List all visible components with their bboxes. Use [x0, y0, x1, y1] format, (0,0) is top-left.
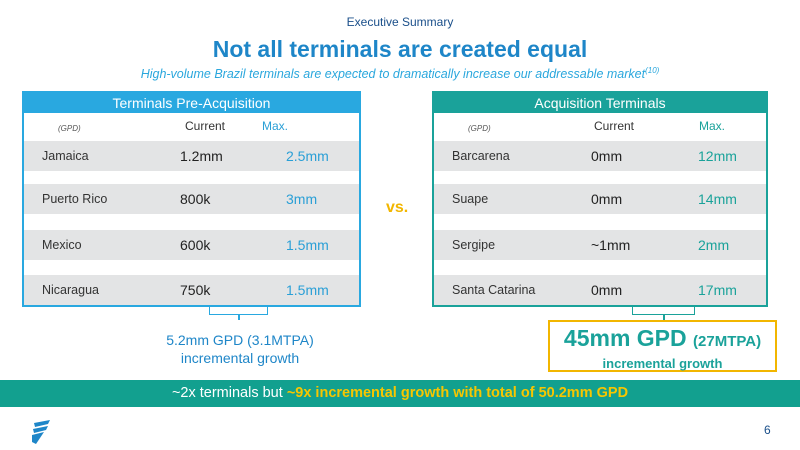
current-column-header: Current	[594, 119, 635, 133]
table-row: Nicaragua 750k 1.5mm	[24, 275, 359, 305]
current-capacity: 0mm	[591, 191, 623, 207]
max-capacity: 1.5mm	[286, 237, 329, 253]
max-column-header: Max.	[262, 119, 289, 133]
terminal-name: Barcarena	[452, 149, 510, 163]
acquisition-panel-title: Acquisition Terminals	[434, 93, 766, 113]
right-bracket-tick	[663, 314, 665, 320]
acquisition-panel: Acquisition Terminals (GPD) Current Max.…	[432, 91, 768, 307]
current-column-header: Current	[185, 119, 226, 133]
terminal-name: Puerto Rico	[42, 192, 108, 206]
current-capacity: 600k	[180, 237, 211, 253]
current-capacity: 1.2mm	[180, 148, 223, 164]
table-row: Puerto Rico 800k 3mm	[24, 184, 359, 214]
takeaway-banner: ~2x terminals but ~9x incremental growth…	[0, 380, 800, 407]
max-capacity: 12mm	[698, 148, 737, 164]
row-background	[24, 230, 359, 260]
page-number: 6	[764, 423, 771, 437]
acquisition-summary-box: 45mm GPD (27MTPA) incremental growth	[548, 320, 777, 372]
banner-highlight: ~9x incremental growth with total of 50.…	[286, 385, 629, 401]
subtitle-text: High-volume Brazil terminals are expecte…	[140, 67, 646, 82]
acquisition-summary-mtpa: (27MTPA)	[693, 333, 762, 350]
table-row: Mexico 600k 1.5mm	[24, 230, 359, 260]
slide-title: Not all terminals are created equal	[212, 36, 588, 62]
current-capacity: 800k	[180, 191, 211, 207]
row-background	[434, 230, 766, 260]
current-capacity: 0mm	[591, 148, 623, 164]
pre-acquisition-panel: Terminals Pre-Acquisition (GPD) Current …	[22, 91, 361, 307]
max-capacity: 14mm	[698, 191, 737, 207]
max-capacity: 3mm	[286, 191, 318, 207]
max-column-header: Max.	[699, 119, 726, 133]
max-capacity: 1.5mm	[286, 282, 329, 298]
slide-subtitle: High-volume Brazil terminals are expecte…	[0, 66, 800, 81]
terminal-name: Jamaica	[42, 149, 89, 163]
terminal-name: Santa Catarina	[452, 283, 536, 297]
acquisition-summary-subtext: incremental growth	[602, 356, 723, 371]
pre-acquisition-panel-title: Terminals Pre-Acquisition	[24, 93, 359, 113]
current-capacity: 0mm	[591, 282, 623, 298]
max-capacity: 17mm	[698, 282, 737, 298]
acquisition-summary-gpd: 45mm GPD	[563, 325, 687, 351]
row-background	[24, 141, 359, 171]
acquisition-summary-headline: 45mm GPD (27MTPA)	[550, 323, 775, 357]
terminal-name: Nicaragua	[42, 283, 99, 297]
pre-acquisition-summary-line1: 5.2mm GPD (3.1MTPA)	[166, 332, 314, 348]
pre-acquisition-summary-line2: incremental growth	[180, 350, 300, 366]
row-background	[434, 184, 766, 214]
terminal-name: Sergipe	[452, 238, 496, 252]
pre-acquisition-summary: 5.2mm GPD (3.1MTPA) incremental growth	[140, 331, 340, 367]
terminal-name: Suape	[452, 192, 489, 206]
max-capacity: 2.5mm	[286, 148, 329, 164]
unit-label: (GPD)	[468, 124, 491, 133]
section-eyebrow: Executive Summary	[346, 15, 454, 29]
table-row: Sergipe ~1mm 2mm	[434, 230, 766, 260]
row-background	[434, 141, 766, 171]
table-row: Suape 0mm 14mm	[434, 184, 766, 214]
max-capacity: 2mm	[698, 237, 730, 253]
table-row: Santa Catarina 0mm 17mm	[434, 275, 766, 305]
vs-label: vs.	[386, 199, 409, 216]
current-capacity: ~1mm	[591, 237, 631, 253]
subtitle-footnote: (10)	[645, 66, 660, 75]
banner-prefix: ~2x terminals but	[171, 385, 287, 401]
row-background	[24, 275, 359, 305]
row-background	[24, 184, 359, 214]
row-background	[434, 275, 766, 305]
unit-label: (GPD)	[58, 124, 81, 133]
table-row: Jamaica 1.2mm 2.5mm	[24, 141, 359, 171]
current-capacity: 750k	[180, 282, 211, 298]
left-bracket-tick	[238, 314, 240, 320]
company-logo-icon	[30, 420, 52, 444]
table-row: Barcarena 0mm 12mm	[434, 141, 766, 171]
terminal-name: Mexico	[42, 238, 82, 252]
